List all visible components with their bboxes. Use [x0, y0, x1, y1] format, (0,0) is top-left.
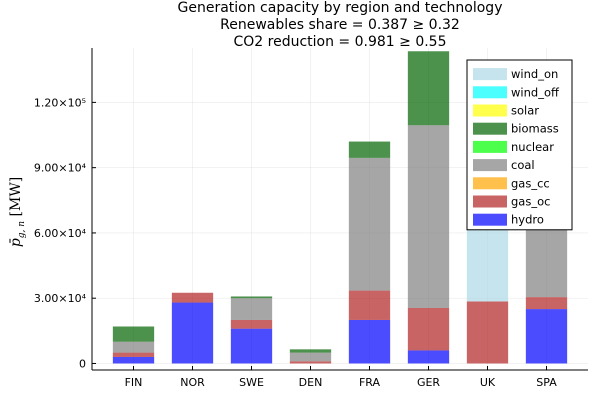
y-tick-label-1: 3.00×10⁴: [34, 292, 87, 305]
chart-title-line-2: Renewables share = 0.387 ≥ 0.32: [220, 17, 460, 33]
legend-swatch-wind_on: [473, 68, 507, 81]
legend-label-gas_oc: gas_oc: [511, 195, 550, 209]
bar-den-biomass: [289, 349, 332, 353]
bar-swe-hydro: [230, 328, 273, 364]
bar-fin-gas_oc: [112, 352, 155, 357]
legend-swatch-hydro: [473, 213, 507, 226]
y-tick-label-2: 6.00×10⁴: [34, 227, 87, 240]
y-tick-label-0: 0: [79, 357, 86, 370]
bar-ger-coal: [407, 125, 450, 308]
x-tick-label-fin: FIN: [125, 376, 143, 389]
legend-label-nuclear: nuclear: [511, 140, 554, 154]
legend-label-wind_on: wind_on: [511, 67, 558, 81]
bar-fra-biomass: [348, 141, 391, 158]
legend-label-coal: coal: [511, 158, 535, 172]
legend-swatch-wind_off: [473, 86, 507, 99]
legend-swatch-gas_oc: [473, 195, 507, 208]
legend-swatch-coal: [473, 159, 507, 172]
legend-label-gas_cc: gas_cc: [511, 176, 550, 190]
x-tick-label-spa: SPA: [536, 376, 557, 389]
bar-fra-gas_oc: [348, 290, 391, 320]
chart-title-line-1: Generation capacity by region and techno…: [177, 0, 503, 16]
legend-swatch-solar: [473, 104, 507, 117]
bar-swe-biomass: [230, 296, 273, 299]
legend-swatch-nuclear: [473, 140, 507, 153]
ticks-layer: 0 3.00×10⁴ 6.00×10⁴ 9.00×10⁴ 1.20×10⁵ FIN NOR S…: [34, 96, 557, 389]
bar-fra-coal: [348, 157, 391, 291]
x-tick-label-nor: NOR: [180, 376, 205, 389]
bar-spa-gas_oc: [525, 297, 568, 310]
legend-label-hydro: hydro: [511, 213, 544, 227]
bar-ger-biomass: [407, 51, 450, 126]
bar-den-gas_oc: [289, 361, 332, 364]
x-tick-label-ger: GER: [417, 376, 440, 389]
bar-uk-gas_oc: [466, 301, 509, 364]
bar-fra-hydro: [348, 319, 391, 364]
bar-swe-coal: [230, 298, 273, 320]
bar-ger-gas_oc: [407, 307, 450, 351]
bar-spa-hydro: [525, 309, 568, 364]
x-tick-label-uk: UK: [480, 376, 496, 389]
y-axis-label-unit: [MW]: [8, 177, 24, 221]
legend-label-wind_off: wind_off: [511, 85, 560, 99]
y-axis-label: p̄g, n [MW]: [8, 177, 27, 247]
bar-fin-hydro: [112, 356, 155, 364]
bar-fin-biomass: [112, 326, 155, 342]
bar-fin-coal: [112, 341, 155, 353]
bar-ger-hydro: [407, 350, 450, 364]
y-tick-label-3: 9.00×10⁴: [34, 162, 87, 175]
legend-label-solar: solar: [511, 104, 539, 118]
bar-swe-gas_oc: [230, 319, 273, 329]
x-tick-label-fra: FRA: [359, 376, 381, 389]
y-tick-label-4: 1.20×10⁵: [34, 96, 86, 109]
chart-title-line-3: CO2 reduction = 0.981 ≥ 0.55: [233, 34, 447, 50]
axes-layer: [91, 48, 588, 371]
bar-nor-hydro: [171, 302, 214, 364]
x-tick-label-swe: SWE: [239, 376, 264, 389]
bar-den-coal: [289, 352, 332, 362]
x-tick-label-den: DEN: [299, 376, 323, 389]
legend-swatch-biomass: [473, 122, 507, 135]
y-axis-label-subscript: g, n: [17, 221, 27, 238]
y-axis-label-symbol: p̄: [8, 238, 24, 247]
legend-swatch-gas_cc: [473, 177, 507, 190]
legend-label-biomass: biomass: [511, 122, 559, 136]
bar-nor-gas_oc: [171, 292, 214, 303]
